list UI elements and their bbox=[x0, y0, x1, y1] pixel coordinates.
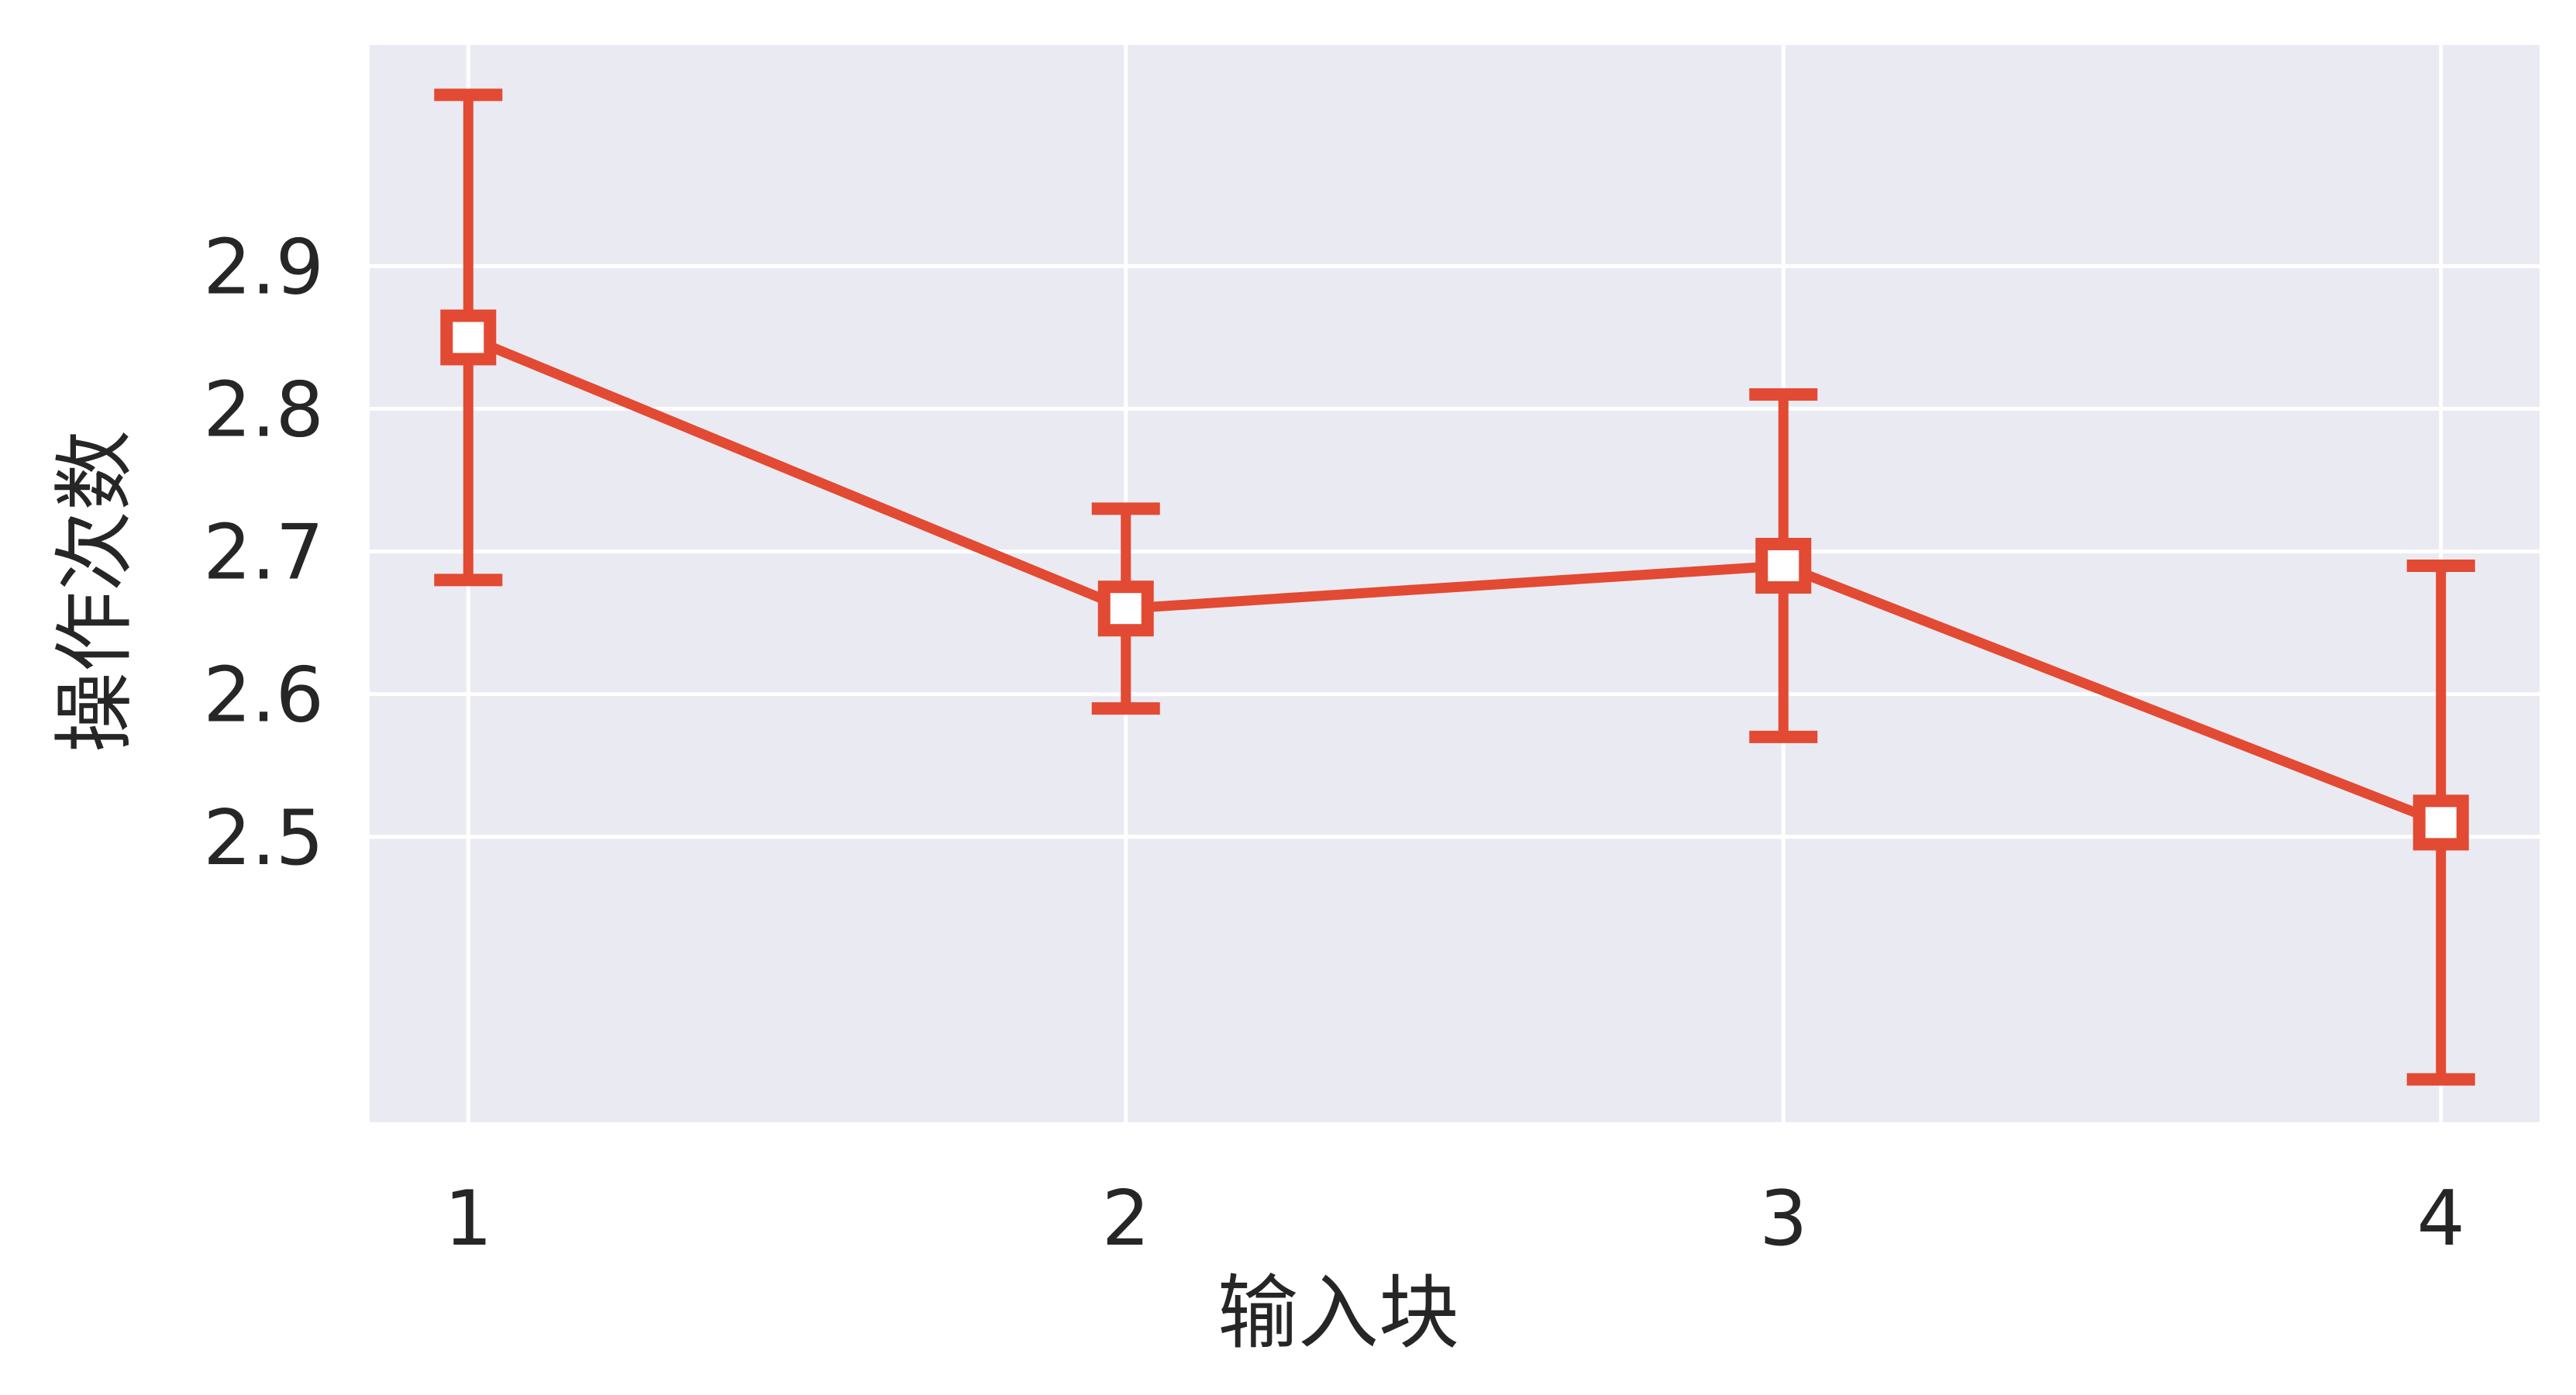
y-tick-label: 2.7 bbox=[203, 509, 324, 598]
tick-labels: 1 2 3 4 2.5 2.6 2.7 2.8 2.9 bbox=[203, 223, 2465, 1263]
y-tick-label: 2.8 bbox=[203, 366, 324, 454]
x-axis-label: 输入块 bbox=[1217, 1266, 1459, 1360]
y-tick-label: 2.6 bbox=[203, 652, 324, 740]
data-point-marker bbox=[2412, 794, 2469, 851]
x-tick-label: 4 bbox=[2417, 1175, 2465, 1263]
y-axis-label: 操作次数 bbox=[47, 430, 142, 753]
data-point-marker bbox=[440, 309, 497, 366]
series-line bbox=[466, 332, 2443, 828]
data-point-marker bbox=[1097, 580, 1154, 637]
y-tick-label: 2.9 bbox=[203, 223, 324, 312]
x-tick-label: 2 bbox=[1102, 1175, 1150, 1263]
x-tick-label: 1 bbox=[444, 1175, 492, 1263]
data-series bbox=[434, 88, 2475, 1086]
y-tick-label: 2.5 bbox=[203, 794, 324, 883]
x-tick-label: 3 bbox=[1759, 1175, 1807, 1263]
data-point-marker bbox=[1755, 537, 1812, 594]
